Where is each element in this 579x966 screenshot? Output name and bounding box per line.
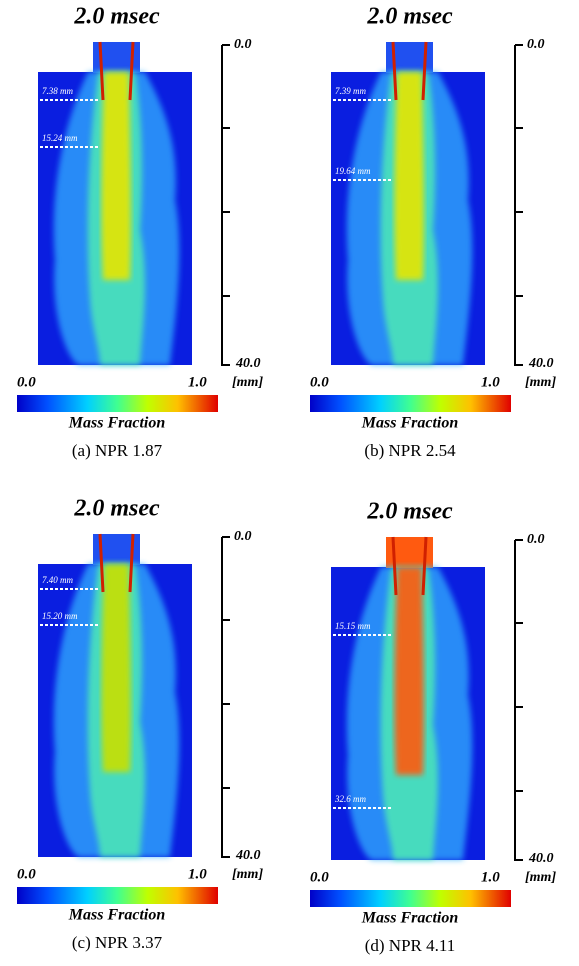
- scale-top: 0.0: [527, 37, 545, 52]
- caption: (a) NPR 1.87: [72, 441, 163, 460]
- colorbar-title: Mass Fraction: [68, 907, 166, 924]
- scale-bar: [514, 44, 523, 366]
- time-label: 2.0 msec: [366, 4, 453, 30]
- colorbar-max: 1.0: [481, 374, 500, 390]
- scale-unit: [mm]: [232, 867, 263, 882]
- scale-bottom: 40.0: [235, 848, 261, 863]
- time-label: 2.0 msec: [366, 499, 453, 525]
- nozzle-wall: [98, 533, 135, 593]
- colorbar: [310, 890, 511, 907]
- caption: (c) NPR 3.37: [72, 933, 163, 952]
- nozzle-wall: [391, 41, 428, 101]
- panel: 2.0 msec 7.39 mm 19.64 mm 0.0 40.0 [mm] 0.0 1.0…: [310, 4, 556, 460]
- nozzle-wall: [391, 536, 428, 596]
- annotation-label: 7.38 mm: [42, 86, 73, 96]
- jet-core: [394, 72, 424, 280]
- colorbar-min: 0.0: [310, 869, 329, 885]
- annotation-label: 32.6 mm: [334, 794, 366, 804]
- caption: (d) NPR 4.11: [365, 936, 456, 955]
- scale-top: 0.0: [234, 37, 252, 52]
- contour-image: [38, 533, 192, 857]
- annotation-label: 15.15 mm: [335, 621, 371, 631]
- colorbar-min: 0.0: [17, 866, 36, 882]
- contour-image: [331, 41, 485, 365]
- colorbar-max: 1.0: [188, 866, 207, 882]
- annotation-label: 7.39 mm: [335, 86, 366, 96]
- colorbar: [17, 395, 218, 412]
- panel: 2.0 msec 7.38 mm 15.24 mm 0.0 40.0 [mm] 0.0 1.0…: [17, 4, 263, 460]
- panel: 2.0 msec 7.40 mm 15.20 mm 0.0 40.0 [mm] 0.0 1.0…: [17, 496, 263, 952]
- scale-bar: [221, 44, 230, 366]
- time-label: 2.0 msec: [73, 496, 160, 522]
- scale-bottom: 40.0: [235, 356, 261, 371]
- scale-unit: [mm]: [232, 375, 263, 390]
- jet-core: [101, 564, 131, 772]
- nozzle-wall: [98, 41, 135, 101]
- colorbar-max: 1.0: [481, 869, 500, 885]
- scale-bar: [514, 539, 523, 861]
- scale-top: 0.0: [234, 529, 252, 544]
- colorbar-max: 1.0: [188, 374, 207, 390]
- scale-top: 0.0: [527, 532, 545, 547]
- scale-bottom: 40.0: [528, 851, 554, 866]
- contour-image: [331, 536, 485, 860]
- caption: (b) NPR 2.54: [364, 441, 456, 460]
- annotation-label: 15.20 mm: [42, 611, 78, 621]
- contour-image: [38, 41, 192, 365]
- colorbar-min: 0.0: [17, 374, 36, 390]
- jet-core: [394, 567, 424, 775]
- annotation-label: 7.40 mm: [42, 575, 73, 585]
- colorbar-title: Mass Fraction: [68, 415, 166, 432]
- scale-bar: [221, 536, 230, 858]
- annotation-label: 19.64 mm: [335, 166, 371, 176]
- colorbar-title: Mass Fraction: [361, 910, 459, 927]
- annotation-label: 15.24 mm: [42, 133, 78, 143]
- scale-unit: [mm]: [525, 870, 556, 885]
- panel: 2.0 msec 15.15 mm 32.6 mm 0.0 40.0 [mm] 0.0 1.0…: [310, 499, 556, 955]
- time-label: 2.0 msec: [73, 4, 160, 30]
- colorbar-title: Mass Fraction: [361, 415, 459, 432]
- jet-core: [101, 72, 131, 280]
- colorbar: [17, 887, 218, 904]
- scale-bottom: 40.0: [528, 356, 554, 371]
- scale-unit: [mm]: [525, 375, 556, 390]
- colorbar-min: 0.0: [310, 374, 329, 390]
- colorbar: [310, 395, 511, 412]
